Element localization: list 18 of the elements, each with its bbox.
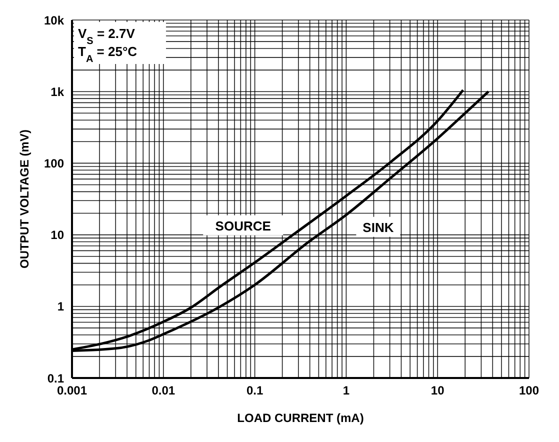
y-axis-title: OUTPUT VOLTAGE (mV) (17, 130, 32, 268)
x-tick-label: 0.01 (152, 384, 176, 398)
y-tick-label: 100 (44, 156, 64, 170)
x-tick-label: 100 (518, 384, 540, 398)
series-label: SOURCE (215, 218, 272, 234)
y-tick-label: 1k (50, 84, 64, 99)
y-tick-label: 1 (57, 300, 64, 314)
annotation: V$_{S}$ = 2.7V (78, 26, 136, 46)
annotation: T$_{A}$ = 25°C (78, 44, 138, 64)
x-tick-label: 0.001 (56, 384, 88, 398)
y-tick-label: 10 (50, 228, 64, 242)
x-tick-label: 1 (342, 384, 350, 398)
x-tick-label: 10 (430, 384, 445, 398)
y-tick-label: 10k (44, 13, 64, 28)
x-tick-label: 0.1 (246, 384, 264, 398)
y-tick-label: 0.1 (47, 371, 64, 386)
x-axis-title: LOAD CURRENT (mA) (237, 411, 364, 425)
series-label: SINK (362, 220, 394, 235)
